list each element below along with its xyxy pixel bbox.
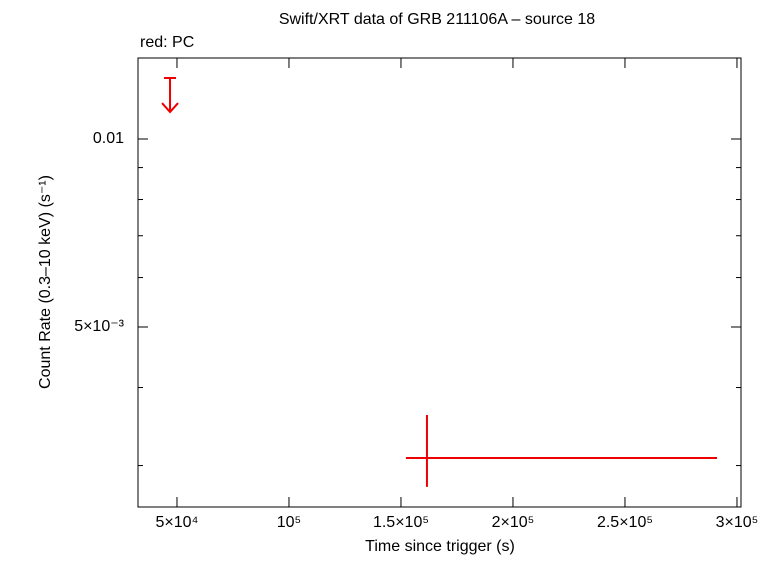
x-tick-label: 5×10⁴ [156,514,199,531]
x-tick-label: 1.5×10⁵ [373,514,429,531]
x-tick-label: 2×10⁵ [492,514,535,531]
x-tick-label: 10⁵ [277,514,301,531]
upper-limit [161,77,179,114]
x-tick-label: 3×10⁵ [716,514,759,531]
chart-title: Swift/XRT data of GRB 211106A – source 1… [279,11,595,28]
annotation: red: PC [140,34,194,51]
y-tick-label: 0.01 [93,130,124,147]
x-tick-label: 2.5×10⁵ [597,514,653,531]
y-tick-label: 5×10⁻³ [74,318,124,335]
y-axis-label: Count Rate (0.3–10 keV) (s⁻¹) [37,175,54,389]
x-axis-label: Time since trigger (s) [365,538,515,555]
plot-frame [137,57,742,508]
